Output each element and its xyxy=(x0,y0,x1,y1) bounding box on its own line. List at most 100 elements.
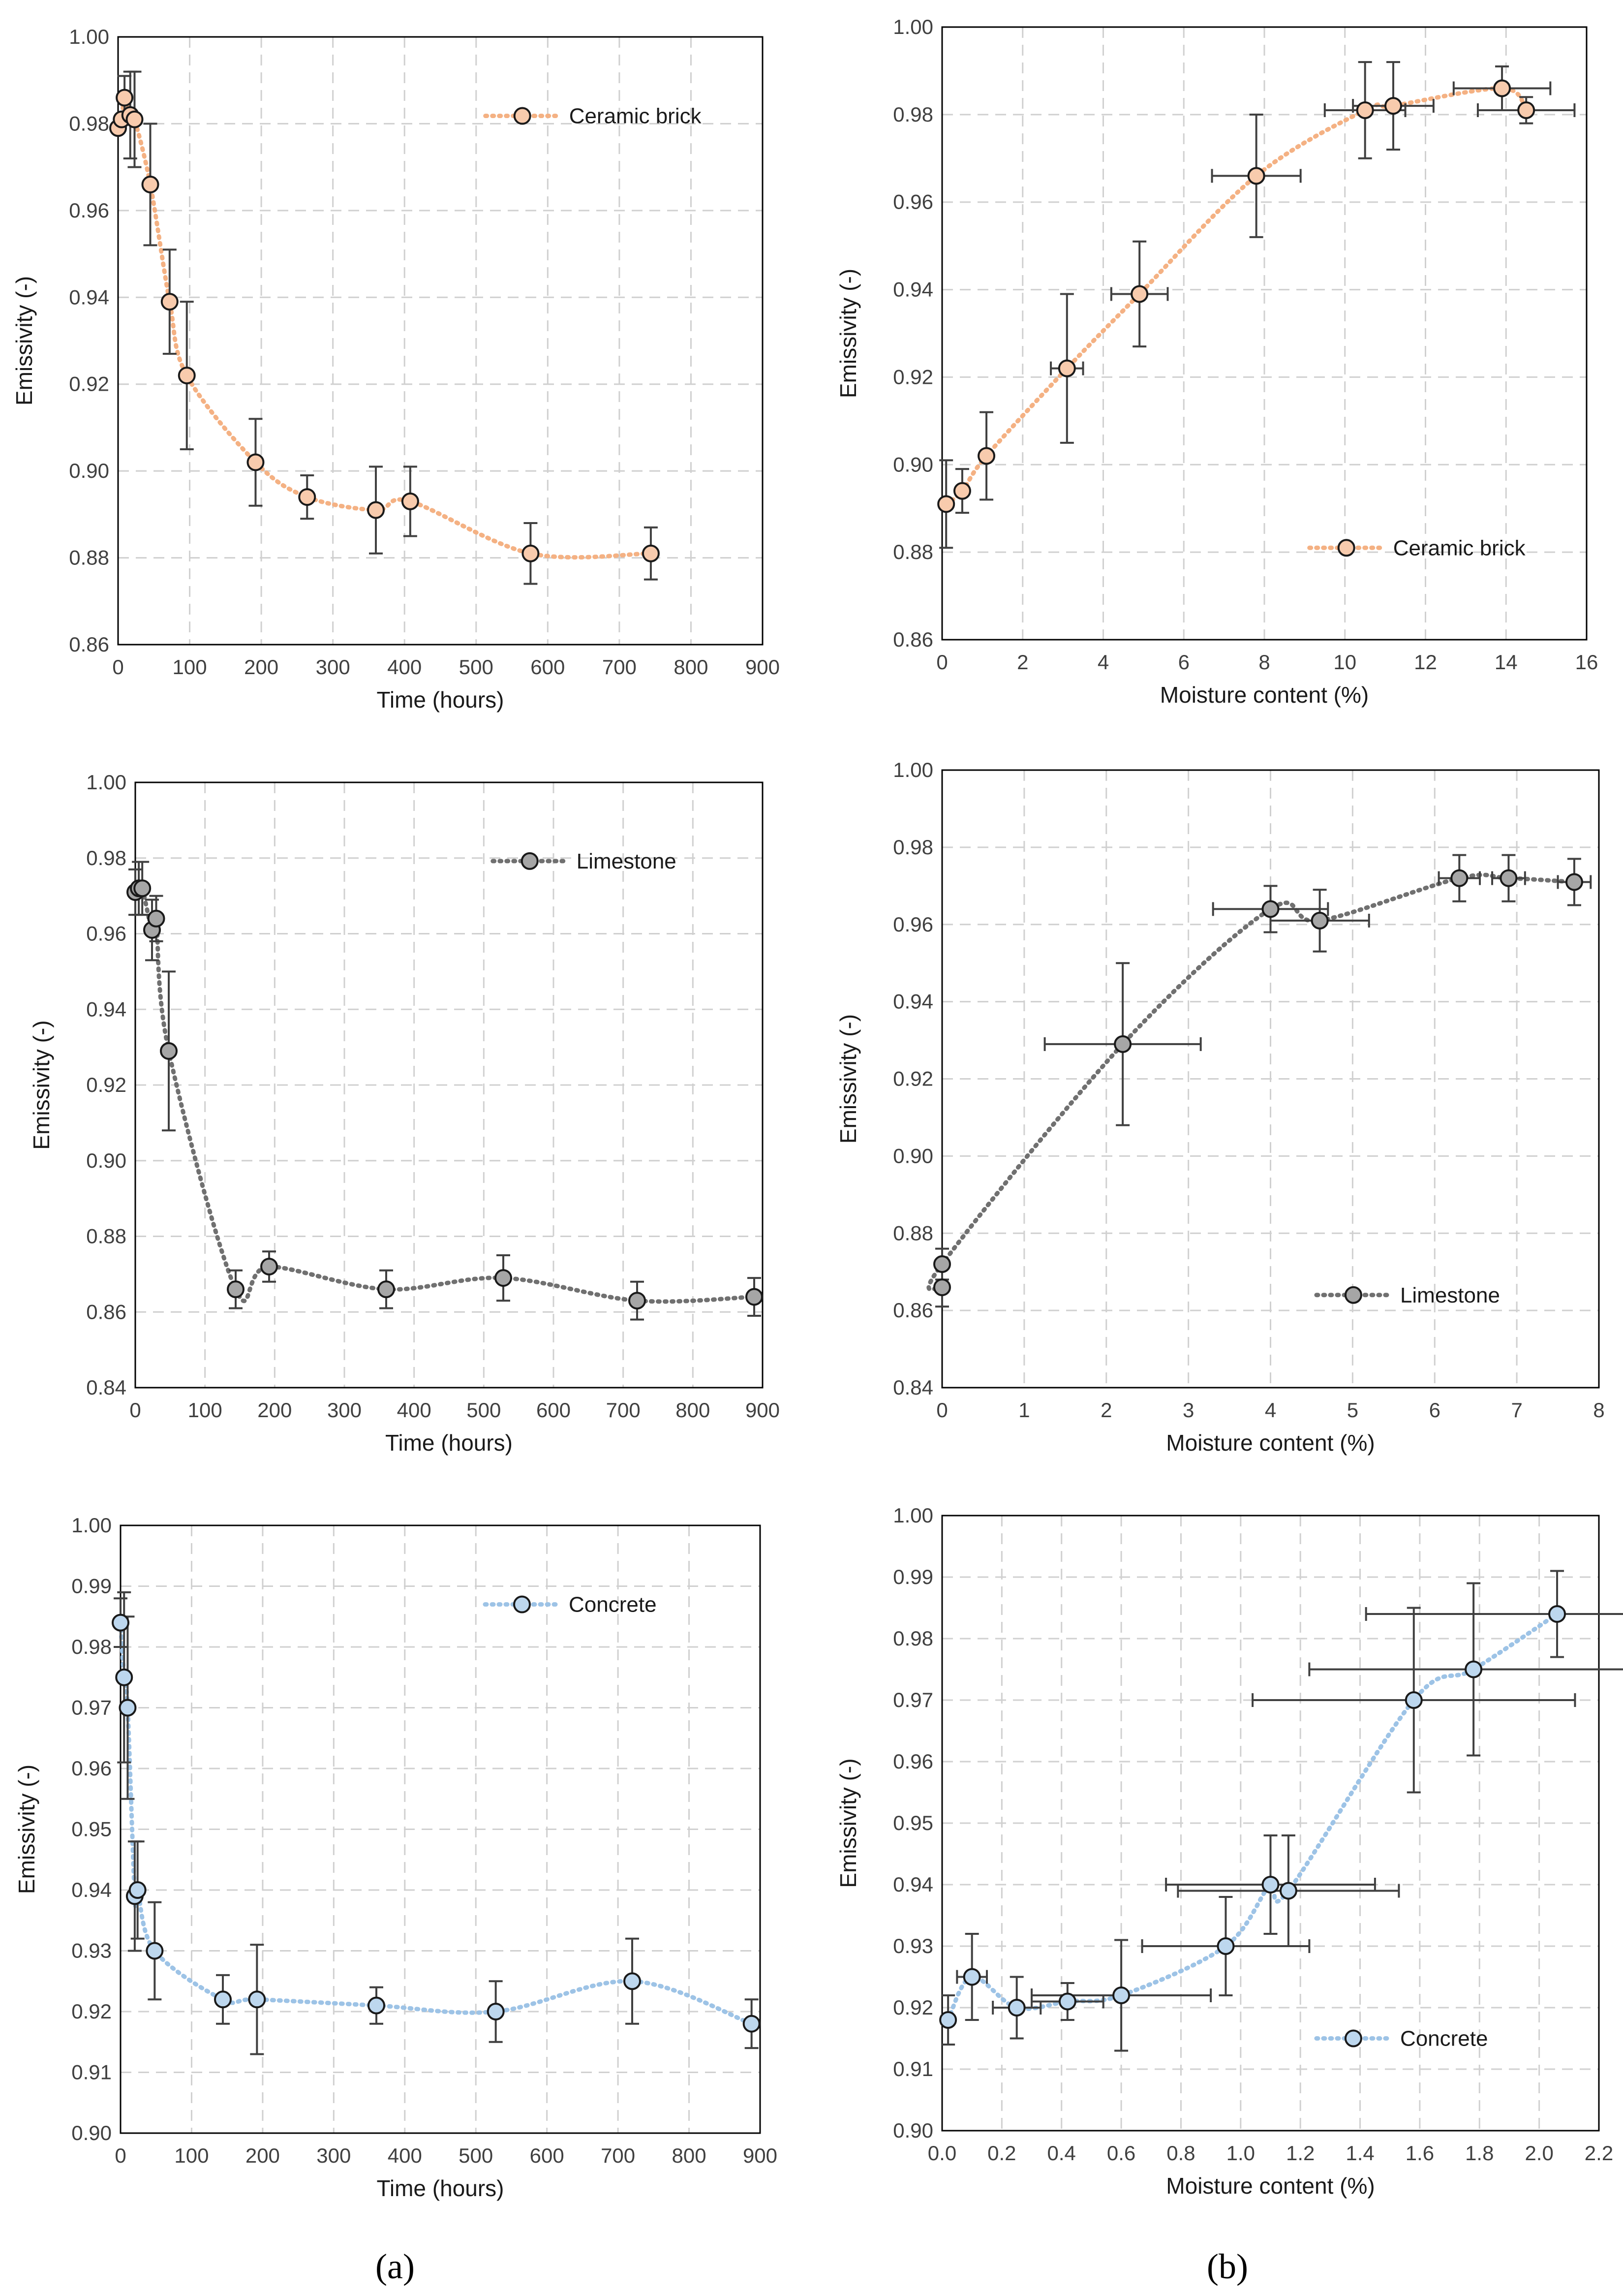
x-tick-label: 600 xyxy=(530,2144,564,2167)
x-tick-label: 100 xyxy=(174,2144,209,2167)
x-tick-label: 8 xyxy=(1593,1398,1604,1422)
y-tick-label: 0.92 xyxy=(71,2000,112,2023)
x-axis-label: Time (hours) xyxy=(377,687,504,713)
data-point xyxy=(1261,1876,1280,1893)
data-point xyxy=(628,1292,646,1310)
data-point xyxy=(1384,97,1402,115)
y-tick-label: 0.94 xyxy=(86,997,126,1021)
series-line xyxy=(116,95,653,560)
x-tick-label: 800 xyxy=(672,2144,706,2167)
x-tick-label: 0.0 xyxy=(928,2141,956,2165)
y-tick-label: 0.93 xyxy=(893,1934,933,1957)
x-tick-label: 500 xyxy=(459,655,493,679)
data-point xyxy=(742,2015,761,2033)
data-point xyxy=(160,1042,178,1060)
data-point xyxy=(248,1990,266,2009)
legend-marker xyxy=(513,1595,531,1613)
y-tick-label: 1.00 xyxy=(893,1504,933,1527)
chart-brick-moisture: 0 2 4 6 8 10 12 14 16 0.86 0.88 0.90 0.92 0.94 0.96 0.9… xyxy=(835,15,1598,708)
x-tick-label: 0 xyxy=(129,1398,141,1422)
series-line xyxy=(926,872,1577,1292)
legend-label: Limestone xyxy=(1400,1283,1500,1307)
data-point xyxy=(116,89,134,107)
y-tick-label: 0.92 xyxy=(86,1073,126,1096)
data-point xyxy=(745,1288,763,1306)
x-tick-label: 0 xyxy=(112,655,123,679)
x-tick-label: 300 xyxy=(327,1398,362,1422)
x-tick-label: 1.6 xyxy=(1406,2141,1434,2165)
data-point xyxy=(133,879,152,898)
chart-concrete-moisture: 0.0 0.2 0.4 0.6 0.8 1.0 1.2 1.4 1.6 1.8 2.0 2.2 0.90… xyxy=(835,1504,1623,2199)
data-point xyxy=(367,501,385,519)
data-point xyxy=(298,488,316,506)
y-tick-label: 0.84 xyxy=(86,1376,126,1399)
x-tick-label: 900 xyxy=(743,2144,777,2167)
y-tick-label: 0.97 xyxy=(893,1688,933,1711)
chart-limestone-time: 0 100 200 300 400 500 600 700 800 900 0.84 0.86 0.88… xyxy=(29,771,780,1456)
y-tick-label: 0.91 xyxy=(71,2061,112,2084)
data-point xyxy=(1247,167,1265,185)
x-axis-label: Time (hours) xyxy=(377,2175,504,2201)
chart-brick-time: 0 100 200 300 400 500 600 700 800 900 0.86 0.88 0.90… xyxy=(11,25,780,713)
y-tick-label: 0.98 xyxy=(86,846,126,869)
legend-marker xyxy=(1344,1286,1362,1304)
x-tick-label: 100 xyxy=(188,1398,222,1422)
y-tick-label: 1.00 xyxy=(86,771,126,794)
y-axis-label: Emissivity (-) xyxy=(14,1765,39,1894)
data-point xyxy=(1548,1605,1566,1623)
x-tick-label: 2.0 xyxy=(1525,2141,1553,2165)
x-tick-label: 1.8 xyxy=(1465,2141,1494,2165)
plot-frame xyxy=(134,781,764,1389)
y-tick-label: 0.92 xyxy=(893,1067,933,1090)
x-tick-label: 500 xyxy=(466,1398,501,1422)
y-tick-label: 0.94 xyxy=(893,278,933,301)
data-point xyxy=(1500,869,1518,887)
y-tick-label: 0.93 xyxy=(71,1939,112,1962)
x-tick-label: 0 xyxy=(936,1398,948,1422)
data-point xyxy=(1131,285,1149,303)
data-point xyxy=(1058,359,1076,377)
x-tick-label: 800 xyxy=(674,655,708,679)
series-line xyxy=(118,1620,754,2026)
y-tick-label: 0.88 xyxy=(893,540,933,563)
data-point xyxy=(978,447,996,465)
x-tick-label: 0.2 xyxy=(987,2141,1016,2165)
y-tick-label: 0.90 xyxy=(86,1149,126,1172)
y-tick-label: 0.91 xyxy=(893,2057,933,2080)
y-tick-label: 0.86 xyxy=(86,1300,126,1323)
y-tick-label: 0.96 xyxy=(86,922,126,945)
series-line xyxy=(946,1612,1560,2022)
legend-label: Limestone xyxy=(577,849,676,873)
x-tick-label: 700 xyxy=(606,1398,641,1422)
series-line xyxy=(133,883,757,1304)
data-point xyxy=(1356,101,1374,119)
data-point xyxy=(939,2011,957,2029)
y-tick-label: 0.90 xyxy=(893,1144,933,1167)
legend-label: Concrete xyxy=(569,1593,657,1617)
data-point xyxy=(963,1968,981,1986)
plot-frame xyxy=(941,1515,1600,2132)
y-tick-label: 0.96 xyxy=(893,1750,933,1773)
data-point xyxy=(1405,1691,1423,1709)
x-tick-label: 7 xyxy=(1511,1398,1522,1422)
data-point xyxy=(401,492,419,510)
x-tick-label: 1.0 xyxy=(1226,2141,1255,2165)
data-point xyxy=(377,1280,395,1299)
data-point xyxy=(146,1942,164,1960)
x-axis-label: Moisture content (%) xyxy=(1166,2173,1375,2199)
data-point xyxy=(1112,1986,1131,2004)
x-tick-label: 400 xyxy=(387,655,422,679)
x-tick-label: 300 xyxy=(316,2144,351,2167)
data-point xyxy=(521,544,540,562)
data-point xyxy=(953,482,971,500)
data-point xyxy=(1311,911,1329,930)
x-tick-label: 200 xyxy=(244,655,278,679)
panel-label-b: (b) xyxy=(1207,2247,1248,2286)
y-tick-label: 0.92 xyxy=(893,1996,933,2019)
x-tick-label: 0.6 xyxy=(1107,2141,1135,2165)
y-tick-label: 0.88 xyxy=(69,546,109,569)
chart-concrete-time: 0 100 200 300 400 500 600 700 800 900 0.90 0.91 0.92… xyxy=(14,1514,777,2201)
plot-frame xyxy=(941,769,1600,1389)
y-tick-label: 0.98 xyxy=(893,103,933,126)
data-point xyxy=(933,1278,951,1297)
